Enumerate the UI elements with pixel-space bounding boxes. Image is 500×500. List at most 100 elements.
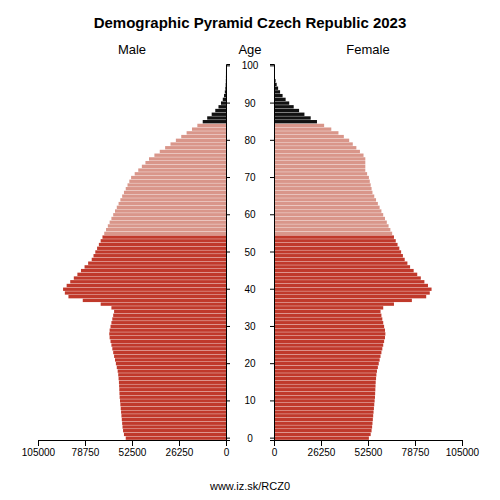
tick bbox=[226, 214, 230, 215]
title: Demographic Pyramid Czech Republic 2023 bbox=[94, 14, 407, 31]
age-label: 90 bbox=[244, 98, 256, 109]
bar bbox=[274, 291, 430, 294]
bar bbox=[122, 194, 226, 197]
bar bbox=[111, 340, 226, 343]
bar bbox=[115, 358, 226, 361]
bar bbox=[126, 436, 226, 439]
bar bbox=[123, 425, 226, 428]
bar bbox=[119, 381, 226, 384]
tick-label: 26250 bbox=[166, 447, 194, 458]
bar bbox=[274, 202, 378, 205]
bar bbox=[120, 399, 226, 402]
bar bbox=[274, 261, 407, 264]
bar bbox=[274, 154, 364, 157]
bar bbox=[274, 273, 417, 276]
age-label: 30 bbox=[244, 321, 256, 332]
bar bbox=[274, 310, 381, 313]
bar bbox=[176, 139, 226, 142]
bar bbox=[97, 247, 226, 250]
bar bbox=[274, 340, 384, 343]
bar bbox=[149, 157, 226, 160]
tick-label: 78750 bbox=[72, 447, 100, 458]
bar bbox=[118, 369, 226, 372]
bar bbox=[274, 265, 410, 268]
tick-mark bbox=[270, 177, 274, 178]
bar bbox=[274, 336, 385, 339]
tick bbox=[270, 140, 274, 141]
bar bbox=[274, 183, 371, 186]
bar bbox=[274, 124, 324, 127]
tick bbox=[270, 103, 274, 104]
bar bbox=[113, 351, 226, 354]
bar bbox=[101, 302, 226, 305]
bar bbox=[274, 101, 289, 104]
tick-mark bbox=[368, 440, 369, 446]
bar bbox=[225, 75, 226, 78]
bar bbox=[111, 321, 226, 324]
bar bbox=[111, 217, 226, 220]
tick-label: 0 bbox=[224, 447, 230, 458]
bar bbox=[274, 410, 374, 413]
bar bbox=[122, 422, 226, 425]
bar bbox=[274, 418, 373, 421]
bar bbox=[102, 235, 226, 238]
tick bbox=[226, 103, 230, 104]
bar bbox=[109, 332, 226, 335]
bar bbox=[68, 295, 226, 298]
tick bbox=[270, 177, 274, 178]
age-label: 100 bbox=[242, 60, 259, 71]
age-label: 40 bbox=[244, 284, 256, 295]
x-axis: 0262505250078750105000 bbox=[272, 440, 480, 458]
bar bbox=[111, 343, 226, 346]
bar bbox=[145, 161, 226, 164]
bar bbox=[110, 336, 226, 339]
bar bbox=[116, 362, 226, 365]
tick bbox=[226, 65, 230, 66]
bar bbox=[274, 142, 353, 145]
bar bbox=[274, 306, 383, 309]
tick-mark bbox=[415, 440, 416, 446]
bar bbox=[274, 392, 375, 395]
bar bbox=[274, 224, 389, 227]
bar bbox=[110, 221, 226, 224]
bar bbox=[117, 366, 226, 369]
bars bbox=[63, 64, 226, 440]
bar bbox=[274, 280, 424, 283]
bar bbox=[274, 355, 381, 358]
bar bbox=[274, 399, 375, 402]
bar bbox=[120, 198, 226, 201]
tick: 26250 bbox=[308, 440, 336, 458]
bar bbox=[181, 135, 226, 138]
bar bbox=[274, 176, 369, 179]
panel-title: Female bbox=[346, 42, 389, 57]
bar bbox=[274, 269, 414, 272]
bar bbox=[274, 347, 382, 350]
bar bbox=[274, 135, 344, 138]
bar bbox=[224, 94, 226, 97]
bar bbox=[274, 180, 370, 183]
bar bbox=[118, 373, 226, 376]
bar bbox=[274, 116, 311, 119]
bar bbox=[274, 258, 405, 261]
tick-mark bbox=[270, 438, 274, 439]
bar bbox=[274, 109, 299, 112]
bar bbox=[117, 206, 226, 209]
bar bbox=[88, 261, 226, 264]
bar bbox=[274, 396, 375, 399]
bar bbox=[221, 101, 226, 104]
bar bbox=[274, 221, 387, 224]
bar bbox=[274, 250, 401, 253]
bar bbox=[274, 165, 365, 168]
bar bbox=[121, 407, 226, 410]
bar bbox=[111, 306, 226, 309]
bar bbox=[274, 217, 385, 220]
tick bbox=[270, 363, 274, 364]
bar bbox=[94, 254, 226, 257]
chart: 0262505250078750105000Male02625052500787… bbox=[0, 0, 500, 500]
bar bbox=[274, 194, 374, 197]
bar bbox=[170, 142, 226, 145]
tick-mark bbox=[270, 400, 274, 401]
tick bbox=[226, 140, 230, 141]
bar bbox=[274, 150, 360, 153]
tick bbox=[226, 326, 230, 327]
